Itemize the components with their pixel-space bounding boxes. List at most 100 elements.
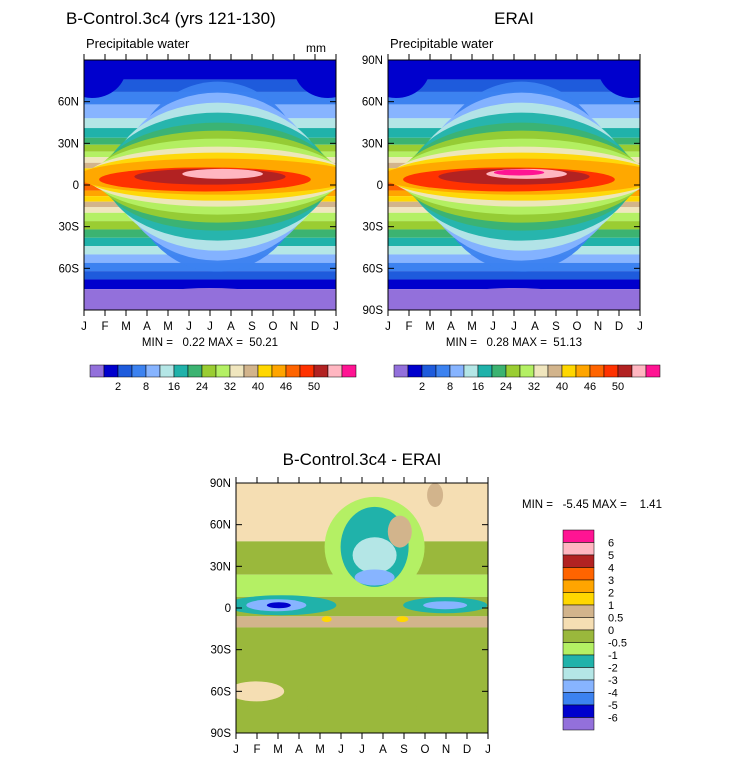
colorbar-swatch xyxy=(562,642,595,656)
colorbar-label: 0.5 xyxy=(608,613,623,625)
colorbar-label: 4 xyxy=(608,563,614,575)
contour-band xyxy=(598,60,640,98)
x-tick-label: M xyxy=(273,744,283,756)
contour-band xyxy=(423,601,468,610)
y-tick-label: 60N xyxy=(58,97,79,109)
panel-model-units: mm xyxy=(306,41,326,55)
x-tick-label: A xyxy=(531,321,539,333)
contour-band xyxy=(182,168,263,179)
panel-difference-contours xyxy=(236,483,488,733)
colorbar-swatch xyxy=(562,542,595,556)
y-tick-label: 90S xyxy=(211,728,232,740)
x-tick-label: M xyxy=(425,321,435,333)
contour-band xyxy=(236,681,285,702)
colorbar-swatch xyxy=(341,364,357,378)
colorbar-swatch xyxy=(491,364,507,378)
colorbar-swatch xyxy=(562,679,595,693)
x-tick-label: F xyxy=(101,321,108,333)
contour-band xyxy=(402,288,626,310)
y-tick-label: 30S xyxy=(59,222,80,234)
panel-model-contours xyxy=(84,60,336,310)
colorbar-label: 1 xyxy=(608,600,614,612)
x-tick-label: A xyxy=(227,321,235,333)
x-tick-label: J xyxy=(207,321,213,333)
colorbar-label: 16 xyxy=(168,381,180,393)
x-tick-label: A xyxy=(143,321,151,333)
colorbar-swatch xyxy=(561,364,577,378)
y-tick-label: 90S xyxy=(363,305,384,317)
panel-model-stats: MIN = 0.22 MAX = 50.21 xyxy=(142,337,278,349)
y-tick-label: 60N xyxy=(362,97,383,109)
colorbar-label: 5 xyxy=(608,550,614,562)
x-tick-label: N xyxy=(594,321,602,333)
x-tick-label: J xyxy=(333,321,339,333)
y-tick-label: 30N xyxy=(58,138,79,150)
panel-reanalysis-stats: MIN = 0.28 MAX = 51.13 xyxy=(446,337,582,349)
x-tick-label: J xyxy=(338,744,344,756)
x-tick-label: D xyxy=(311,321,319,333)
panel-reanalysis-subtitle: Precipitable water xyxy=(390,36,494,51)
colorbar-swatch xyxy=(201,364,217,378)
colorbar-label: 8 xyxy=(143,381,149,393)
x-tick-label: S xyxy=(248,321,256,333)
x-tick-label: J xyxy=(485,744,491,756)
colorbar-label: 2 xyxy=(115,381,121,393)
colorbar-label: -2 xyxy=(608,663,618,675)
contour-band xyxy=(427,483,444,507)
colorbar-label: 46 xyxy=(280,381,292,393)
colorbar-swatch xyxy=(589,364,605,378)
x-tick-label: N xyxy=(290,321,298,333)
y-tick-label: 90N xyxy=(210,478,231,490)
x-tick-label: N xyxy=(442,744,450,756)
colorbar-swatch xyxy=(562,704,595,718)
colorbar-label: 24 xyxy=(500,381,512,393)
colorbar-swatch xyxy=(117,364,133,378)
colorbar-label: 46 xyxy=(584,381,596,393)
x-tick-label: D xyxy=(463,744,471,756)
y-tick-label: 60S xyxy=(59,263,80,275)
contour-band xyxy=(388,271,640,280)
colorbar-swatch xyxy=(519,364,535,378)
colorbar-swatch xyxy=(617,364,633,378)
contour-band xyxy=(388,60,640,80)
colorbar-label: 32 xyxy=(528,381,540,393)
colorbar-swatch xyxy=(159,364,175,378)
colorbar-swatch xyxy=(257,364,273,378)
colorbar-swatch xyxy=(562,692,595,706)
colorbar-swatch xyxy=(145,364,161,378)
colorbar-swatch xyxy=(562,629,595,643)
colorbar-label: 6 xyxy=(608,538,614,550)
contour-band xyxy=(84,60,336,80)
x-tick-label: O xyxy=(421,744,430,756)
colorbar-swatch xyxy=(562,667,595,681)
colorbar-swatch xyxy=(562,717,595,731)
colorbar-swatch xyxy=(547,364,563,378)
contour-band xyxy=(396,616,409,623)
contour-band xyxy=(266,602,291,609)
panel-reanalysis-contours xyxy=(388,60,640,310)
colorbar-swatch xyxy=(173,364,189,378)
colorbar-label: 0 xyxy=(608,625,614,637)
x-tick-label: F xyxy=(405,321,412,333)
contour-band xyxy=(348,617,437,626)
x-tick-label: D xyxy=(615,321,623,333)
x-tick-label: J xyxy=(81,321,87,333)
colorbar-swatch xyxy=(562,592,595,606)
panel-difference-stats: MIN = -5.45 MAX = 1.41 xyxy=(522,499,662,511)
x-tick-label: O xyxy=(269,321,278,333)
colorbar-swatch xyxy=(562,529,595,543)
colorbar-swatch xyxy=(603,364,619,378)
x-tick-label: S xyxy=(400,744,408,756)
colorbar-swatch xyxy=(562,617,595,631)
contour-band xyxy=(84,60,126,98)
contour-band xyxy=(493,169,545,176)
colorbar-label: 8 xyxy=(447,381,453,393)
y-tick-label: 30N xyxy=(210,561,231,573)
colorbar-label: -1 xyxy=(608,650,618,662)
x-tick-label: M xyxy=(121,321,131,333)
colorbar-label: 40 xyxy=(252,381,264,393)
contour-band xyxy=(307,698,417,718)
